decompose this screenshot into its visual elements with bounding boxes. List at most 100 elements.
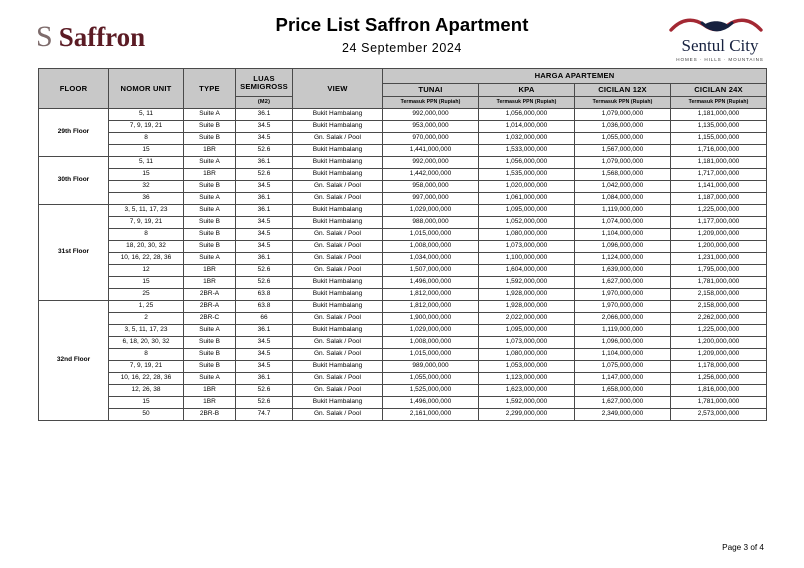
unit-view-cell: Bukit Hambalang <box>292 204 383 217</box>
price-cicilan12-cell: 1,055,000,000 <box>574 132 671 145</box>
unit-view-cell: Gn. Salak / Pool <box>292 372 383 385</box>
table-row: 12, 26, 38 1BR 52.6 Gn. Salak / Pool 1,525,0… <box>39 384 768 397</box>
unit-area-cell: 34.5 <box>235 240 293 253</box>
page-number-label: Page 3 of 4 <box>722 543 764 552</box>
unit-type-cell: Suite A <box>183 252 236 265</box>
price-kpa-cell: 2,022,000,000 <box>478 312 575 325</box>
col-note-tunai: Termasuk PPN (Rupiah) <box>382 96 479 109</box>
unit-type-cell: Suite B <box>183 228 236 241</box>
unit-cell-number: 10, 16, 22, 28, 36 <box>108 252 184 265</box>
price-cicilan12-cell: 2,349,000,000 <box>574 408 671 421</box>
col-note-kpa: Termasuk PPN (Rupiah) <box>478 96 575 109</box>
unit-area-cell: 36.1 <box>235 108 293 121</box>
table-row: 7, 9, 19, 21 Suite B 34.5 Bukit Hambalang 98… <box>39 360 768 373</box>
unit-cell-number: 18, 20, 30, 32 <box>108 240 184 253</box>
price-kpa-cell: 1,052,000,000 <box>478 216 575 229</box>
price-cicilan12-cell: 1,075,000,000 <box>574 360 671 373</box>
price-kpa-cell: 1,095,000,000 <box>478 204 575 217</box>
unit-area-cell: 52.6 <box>235 276 293 289</box>
price-kpa-cell: 1,535,000,000 <box>478 168 575 181</box>
unit-view-cell: Bukit Hambalang <box>292 108 383 121</box>
table-row: 8 Suite B 34.5 Gn. Salak / Pool 970,000,000 1… <box>39 132 768 145</box>
table-row: 8 Suite B 34.5 Gn. Salak / Pool 1,015,000,00… <box>39 228 768 241</box>
unit-cell-number: 5, 11 <box>108 156 184 169</box>
price-tunai-cell: 958,000,000 <box>382 180 479 193</box>
unit-cell-number: 36 <box>108 192 184 205</box>
price-kpa-cell: 1,053,000,000 <box>478 360 575 373</box>
price-kpa-cell: 1,080,000,000 <box>478 228 575 241</box>
price-kpa-cell: 1,020,000,000 <box>478 180 575 193</box>
unit-area-cell: 34.5 <box>235 132 293 145</box>
price-cicilan12-cell: 1,568,000,000 <box>574 168 671 181</box>
page-title: Price List Saffron Apartment <box>275 14 529 35</box>
table-row: 10, 16, 22, 28, 36 Suite A 36.1 Gn. Salak /… <box>39 252 768 265</box>
price-cicilan12-cell: 1,096,000,000 <box>574 240 671 253</box>
unit-view-cell: Gn. Salak / Pool <box>292 192 383 205</box>
unit-area-cell: 34.5 <box>235 348 293 361</box>
col-header-type: TYPE <box>183 68 236 109</box>
price-tunai-cell: 1,015,000,000 <box>382 228 479 241</box>
table-row: 30th Floor 5, 11 Suite A 36.1 Bukit Hambalan… <box>38 156 768 205</box>
unit-view-cell: Bukit Hambalang <box>292 276 383 289</box>
table-row: 7, 9, 19, 21 Suite B 34.5 Bukit Hambalang 95… <box>39 120 768 133</box>
price-cicilan24-cell: 1,187,000,000 <box>669 192 768 205</box>
unit-cell-number: 15 <box>108 144 184 157</box>
header-row-2: TUNAI KPA CICILAN 12X CICILAN 24X <box>39 83 768 97</box>
unit-cell-number: 25 <box>108 288 184 301</box>
unit-view-cell: Bukit Hambalang <box>292 216 383 229</box>
price-tunai-cell: 953,000,000 <box>382 120 479 133</box>
unit-view-cell: Bukit Hambalang <box>292 324 383 337</box>
price-cicilan24-cell: 1,231,000,000 <box>669 252 768 265</box>
price-cicilan24-cell: 1,781,000,000 <box>669 276 768 289</box>
price-cicilan12-cell: 1,096,000,000 <box>574 336 671 349</box>
price-cicilan24-cell: 1,178,000,000 <box>669 360 768 373</box>
price-cicilan24-cell: 1,181,000,000 <box>669 156 768 169</box>
price-cicilan24-cell: 1,795,000,000 <box>669 264 768 277</box>
saffron-logo: S Saffron <box>36 22 145 52</box>
price-cicilan12-cell: 1,627,000,000 <box>574 276 671 289</box>
price-cicilan24-cell: 1,200,000,000 <box>669 336 768 349</box>
price-cicilan24-cell: 2,262,000,000 <box>669 312 768 325</box>
luas-line-2: SEMIGROSS <box>240 81 288 91</box>
price-cicilan24-cell: 1,177,000,000 <box>669 216 768 229</box>
table-row: 3, 5, 11, 17, 23 Suite A 36.1 Bukit Hambala… <box>39 324 768 337</box>
unit-area-cell: 34.5 <box>235 360 293 373</box>
price-tunai-cell: 1,015,000,000 <box>382 348 479 361</box>
price-kpa-cell: 1,928,000,000 <box>478 300 575 313</box>
price-cicilan12-cell: 2,066,000,000 <box>574 312 671 325</box>
price-kpa-cell: 1,056,000,000 <box>478 108 575 121</box>
price-cicilan12-cell: 1,147,000,000 <box>574 372 671 385</box>
price-cicilan24-cell: 1,225,000,000 <box>669 324 768 337</box>
unit-view-cell: Bukit Hambalang <box>292 156 383 169</box>
price-cicilan24-cell: 1,716,000,000 <box>669 144 768 157</box>
unit-view-cell: Bukit Hambalang <box>292 300 383 313</box>
unit-type-cell: Suite B <box>183 240 236 253</box>
price-tunai-cell: 1,900,000,000 <box>382 312 479 325</box>
price-tunai-cell: 970,000,000 <box>382 132 479 145</box>
price-cicilan12-cell: 1,084,000,000 <box>574 192 671 205</box>
price-tunai-cell: 1,442,000,000 <box>382 168 479 181</box>
price-tunai-cell: 1,029,000,000 <box>382 324 479 337</box>
unit-type-cell: Suite A <box>183 324 236 337</box>
price-cicilan12-cell: 1,627,000,000 <box>574 396 671 409</box>
sentul-swoosh-icon <box>669 18 763 32</box>
price-cicilan24-cell: 1,781,000,000 <box>669 396 768 409</box>
unit-type-cell: 1BR <box>183 276 236 289</box>
price-tunai-cell: 997,000,000 <box>382 192 479 205</box>
unit-view-cell: Gn. Salak / Pool <box>292 240 383 253</box>
unit-type-cell: Suite A <box>183 108 236 121</box>
unit-view-cell: Bukit Hambalang <box>292 396 383 409</box>
price-cicilan12-cell: 1,124,000,000 <box>574 252 671 265</box>
luas-line-1: LUAS <box>253 73 275 83</box>
unit-area-cell: 52.6 <box>235 168 293 181</box>
price-kpa-cell: 1,928,000,000 <box>478 288 575 301</box>
floor-group-cell: 30th Floor <box>38 156 109 205</box>
unit-type-cell: Suite B <box>183 336 236 349</box>
table-row: 2 2BR-C 66 Gn. Salak / Pool 1,900,000,000 2,0… <box>39 312 768 325</box>
price-tunai-cell: 1,496,000,000 <box>382 276 479 289</box>
price-cicilan12-cell: 1,079,000,000 <box>574 156 671 169</box>
unit-type-cell: 1BR <box>183 264 236 277</box>
price-kpa-cell: 1,592,000,000 <box>478 276 575 289</box>
page-footer: Page 3 of 4 <box>722 543 764 552</box>
unit-cell-number: 5, 11 <box>108 108 184 121</box>
